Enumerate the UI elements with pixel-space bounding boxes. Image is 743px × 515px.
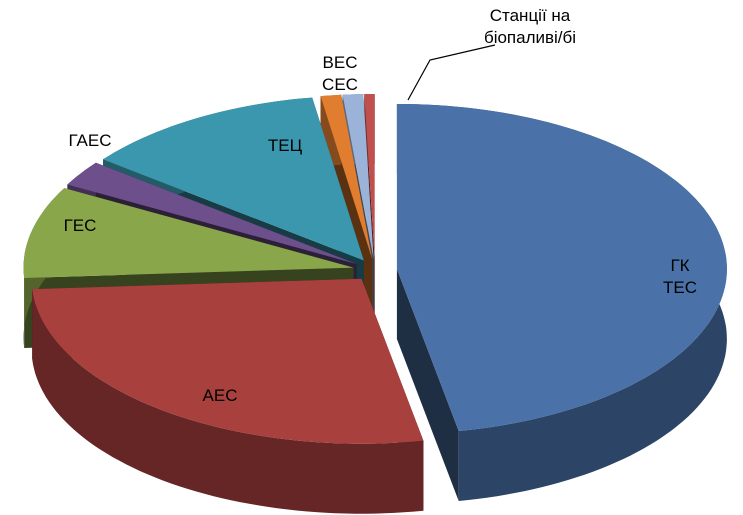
label-text: ТЕЦ — [267, 136, 303, 155]
slice-top — [67, 162, 357, 264]
slice-top — [342, 94, 374, 259]
slice-face — [396, 269, 459, 501]
label-text: ГЕС — [63, 216, 97, 235]
slice-label: ГК ТЕС — [663, 256, 697, 297]
slice-side — [32, 289, 424, 514]
slice-label: ГАЕС — [68, 131, 112, 150]
label-text: ГАЕС — [68, 131, 112, 150]
leader-line — [407, 44, 496, 101]
slice-top — [396, 104, 727, 431]
slice-label: Станції на біопаливі/бі — [483, 6, 577, 47]
slice-label: СЕС — [322, 75, 358, 94]
slice-label: ГЕС — [63, 216, 97, 235]
label-text: СЕС — [322, 75, 358, 94]
slice-top — [320, 94, 373, 260]
slice-label: ТЕЦ — [267, 136, 303, 155]
label-text: ВЕС — [322, 53, 358, 72]
label-text: АЕС — [202, 386, 238, 405]
slice-top — [364, 94, 375, 259]
slice-label: АЕС — [202, 386, 238, 405]
label-text: Станції на біопаливі/бі — [483, 6, 577, 47]
slice-top — [32, 278, 424, 444]
slice-top — [23, 188, 354, 278]
slice — [396, 104, 727, 501]
slice-label: ВЕС — [322, 53, 358, 72]
label-text: ГК ТЕС — [663, 256, 697, 297]
slice-top — [103, 97, 364, 261]
slice — [32, 278, 424, 514]
